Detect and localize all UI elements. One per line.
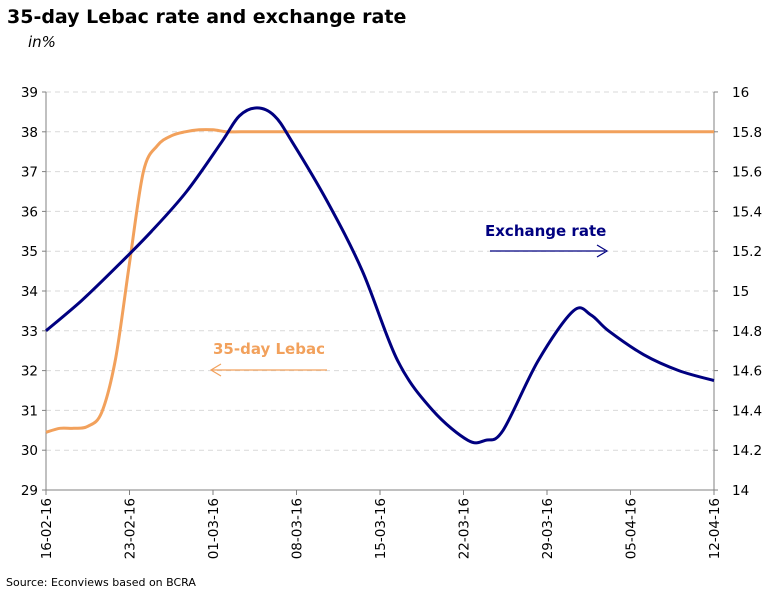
left-tick-label: 36 bbox=[21, 204, 38, 220]
right-tick-label: 14.6 bbox=[732, 364, 762, 380]
left-tick-label: 38 bbox=[21, 125, 38, 141]
annotation-exchange-rate: Exchange rate bbox=[485, 222, 606, 240]
chart-subtitle: in% bbox=[28, 33, 56, 51]
arrow-right-head bbox=[596, 244, 609, 258]
right-tick-label: 15.2 bbox=[732, 244, 762, 260]
x-axis: 16-02-16 23-02-16 01-03-16 08-03-16 15-03-16… bbox=[39, 489, 723, 559]
right-tick-label: 16 bbox=[732, 85, 749, 101]
x-tick-label: 15-03-16 bbox=[373, 498, 389, 559]
right-tick-label: 15.6 bbox=[732, 165, 762, 181]
left-tick-label: 35 bbox=[21, 244, 38, 260]
right-tick-label: 14.2 bbox=[732, 443, 762, 459]
right-axis: 14 14.2 14.4 14.6 14.8 15 15.2 15.4 15.6 15.8 16 bbox=[713, 85, 762, 499]
series-line-exchange-rate bbox=[45, 106, 715, 445]
chart-title: 35-day Lebac rate and exchange rate bbox=[7, 6, 406, 28]
x-tick-label: 29-03-16 bbox=[540, 498, 556, 559]
left-tick-label: 32 bbox=[21, 364, 38, 380]
left-tick-label: 30 bbox=[21, 443, 38, 459]
annotations: Exchange rate 35-day Lebac bbox=[209, 222, 609, 377]
x-tick-label: 12-04-16 bbox=[707, 498, 723, 559]
right-tick-label: 15 bbox=[732, 284, 749, 300]
grid bbox=[46, 91, 714, 451]
x-tick-label: 23-02-16 bbox=[123, 498, 139, 559]
x-tick-label: 16-02-16 bbox=[39, 498, 55, 559]
right-tick-label: 14.8 bbox=[732, 324, 762, 340]
right-tick-label: 14.4 bbox=[732, 403, 762, 419]
right-tick-label: 15.4 bbox=[732, 204, 762, 220]
left-tick-label: 34 bbox=[21, 284, 38, 300]
x-tick-label: 05-04-16 bbox=[624, 498, 640, 559]
x-tick-label: 01-03-16 bbox=[206, 498, 222, 559]
series-lines bbox=[45, 106, 715, 445]
left-tick-label: 39 bbox=[21, 85, 38, 101]
left-tick-label: 29 bbox=[21, 483, 38, 499]
left-tick-label: 37 bbox=[21, 165, 38, 181]
left-tick-label: 33 bbox=[21, 324, 38, 340]
annotation-lebac: 35-day Lebac bbox=[213, 340, 325, 358]
right-tick-label: 15.8 bbox=[732, 125, 762, 141]
x-tick-label: 22-03-16 bbox=[457, 498, 473, 559]
series-line-35-day-lebac bbox=[45, 128, 715, 434]
left-axis: 29 30 31 32 33 34 35 36 37 38 39 bbox=[21, 85, 47, 499]
x-tick-label: 08-03-16 bbox=[290, 498, 306, 559]
left-tick-label: 31 bbox=[21, 403, 38, 419]
arrow-left-head bbox=[209, 363, 222, 377]
chart-source: Source: Econviews based on BCRA bbox=[6, 576, 196, 589]
right-tick-label: 14 bbox=[732, 483, 749, 499]
